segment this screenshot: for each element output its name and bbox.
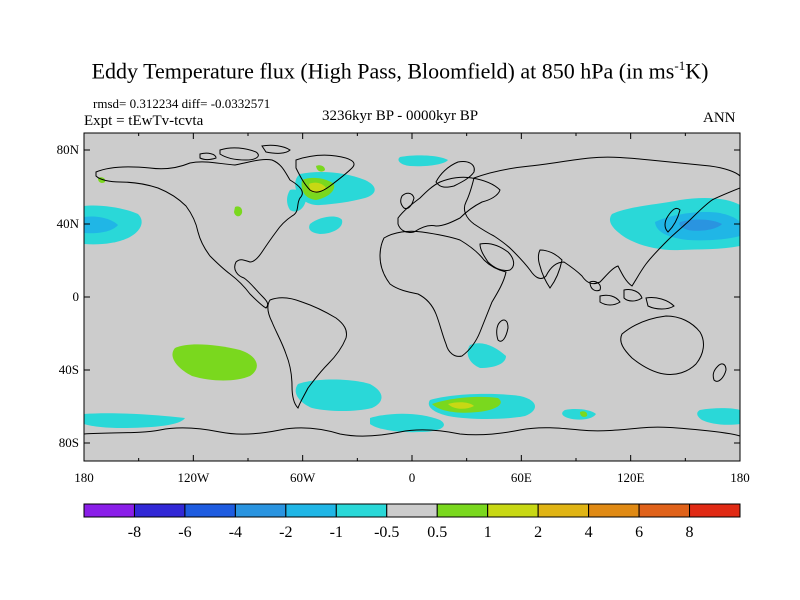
colorbar-label: -6 — [178, 524, 191, 541]
lat-label: 80N — [57, 142, 80, 157]
lon-label: 180 — [730, 470, 750, 485]
shade-spac-green — [172, 344, 257, 381]
colorbar-swatch — [386, 503, 438, 518]
coast-north-america — [95, 159, 303, 309]
axis-labels: 80N 40N 0 40S 80S 180 120W 60W 0 60E 120E 180 — [57, 142, 750, 485]
coast-south-america — [267, 297, 347, 409]
lon-label: 60W — [290, 470, 316, 485]
shade-npac-west-core — [679, 219, 722, 231]
coast-scandinavia — [435, 161, 475, 188]
coast-arctic-islands — [199, 144, 291, 161]
colorbar-label: 2 — [534, 524, 542, 541]
colorbar-label: 0.5 — [427, 524, 447, 541]
coast-africa — [379, 230, 507, 357]
colorbar-swatch — [487, 503, 539, 518]
colorbar-swatch — [234, 503, 287, 518]
shade-indian-ocean-cyan — [562, 409, 596, 420]
lat-label: 80S — [59, 435, 79, 450]
shade-southern-ocean-cyan-3 — [370, 413, 444, 433]
colorbar-swatch — [537, 503, 590, 518]
colorbar-swatch — [638, 503, 691, 518]
colorbar-swatch — [285, 503, 337, 518]
shade-s-pacific-cyan-east — [697, 408, 740, 425]
experiment-label: Expt = tEwTv-tcvta — [84, 113, 204, 129]
colorbar-swatch — [689, 503, 741, 518]
shade-nw-atl-cyan — [287, 189, 306, 212]
colorbar-swatch — [83, 503, 135, 518]
colorbar-label: -1 — [330, 524, 343, 541]
stats-line: rmsd= 0.312234 diff= -0.0332571 — [93, 96, 271, 111]
map-background — [84, 133, 740, 461]
colorbar-label: 8 — [686, 524, 694, 541]
lat-label: 40N — [57, 216, 80, 231]
colorbar-swatch — [588, 503, 640, 518]
colorbar-label: -4 — [229, 524, 242, 541]
coast-india — [538, 249, 563, 289]
lon-label: 180 — [74, 470, 94, 485]
coast-australia — [620, 315, 704, 375]
season-label: ANN — [703, 110, 736, 126]
shade-arctic-cyan — [398, 155, 448, 167]
colorbar-label: 4 — [585, 524, 593, 541]
title-main: Eddy Temperature flux (High Pass, Bloomf… — [91, 58, 675, 84]
shade-southern-ocean-cyan-1 — [295, 379, 382, 411]
shade-south-africa-cyan — [467, 343, 506, 368]
map-title: Eddy Temperature flux (High Pass, Bloomf… — [0, 58, 800, 84]
shade-natl-small-cyan — [309, 216, 343, 234]
shade-southern-ocean-cyan-2 — [84, 413, 185, 428]
coast-asia — [463, 156, 740, 287]
shade-npac-east-blue — [84, 216, 118, 234]
colorbar: -8 -6 -4 -2 -1 -0.5 0.5 1 2 4 6 8 — [83, 503, 741, 541]
colorbar-swatch — [436, 503, 489, 518]
title-exponent: -1 — [674, 58, 686, 73]
lat-label: 0 — [73, 289, 80, 304]
period-label: 3236kyr BP - 0000kyr BP — [322, 108, 479, 124]
lat-label: 40S — [59, 362, 79, 377]
coast-antarctica — [84, 426, 740, 437]
colorbar-label: -8 — [128, 524, 141, 541]
coast-japan — [664, 207, 681, 233]
lon-label: 0 — [409, 470, 416, 485]
coast-madagascar — [496, 319, 509, 342]
colorbar-swatch — [335, 503, 388, 518]
colorbar-label: 1 — [484, 524, 492, 541]
lon-label: 120W — [177, 470, 210, 485]
colorbar-label: -0.5 — [374, 524, 399, 541]
shade-natl-yellow — [309, 182, 326, 193]
colorbar-swatch — [133, 503, 186, 518]
colorbar-label: -2 — [279, 524, 292, 541]
lon-label: 120E — [617, 470, 645, 485]
shade-namer-green — [234, 206, 243, 217]
coast-uk — [400, 192, 415, 209]
anomaly-shading — [84, 155, 740, 433]
shade-southern-ocean-yellow — [448, 402, 474, 409]
axis-ticks — [83, 133, 741, 461]
coast-europe — [397, 176, 501, 233]
coast-new-zealand — [712, 363, 727, 382]
shade-kerguelen-green — [580, 411, 588, 417]
coast-greenland — [295, 154, 355, 193]
shade-greenland-tip — [316, 165, 325, 172]
colorbar-swatch — [184, 503, 236, 518]
coast-maritime-se-asia — [589, 281, 675, 310]
title-unit: K) — [685, 58, 709, 84]
colorbar-label: 6 — [635, 524, 643, 541]
coastlines — [84, 144, 740, 437]
lon-label: 60E — [511, 470, 532, 485]
coast-arabia — [479, 243, 515, 271]
